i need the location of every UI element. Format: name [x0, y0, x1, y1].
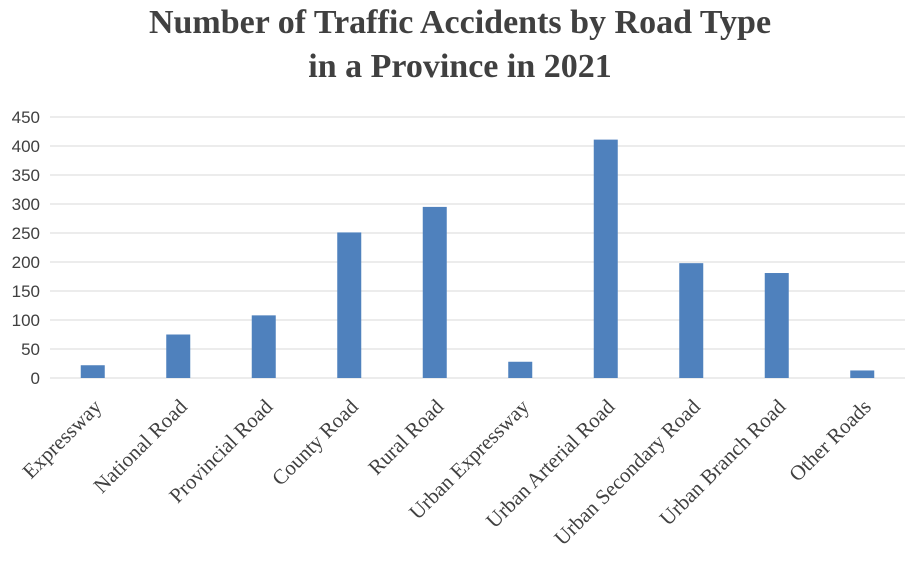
x-tick-label: Urban Secondary Road [549, 394, 705, 550]
bar [422, 206, 447, 378]
bar [593, 139, 618, 378]
y-tick-label: 350 [12, 166, 40, 185]
x-tick-label: Other Roads [784, 395, 876, 487]
bar [166, 334, 191, 378]
y-tick-label: 200 [12, 253, 40, 272]
y-tick-label: 400 [12, 137, 40, 156]
y-tick-label: 450 [12, 108, 40, 127]
bar [764, 273, 789, 378]
bar [508, 361, 533, 378]
y-axis-tick-labels: 0 50 100 150 200 250 300 350 400 450 [12, 108, 40, 388]
x-tick-label: Rural Road [363, 394, 448, 479]
y-tick-label: 50 [21, 340, 40, 359]
bar [251, 315, 276, 378]
bar [850, 370, 875, 378]
y-tick-label: 300 [12, 195, 40, 214]
x-tick-label: Expressway [18, 394, 107, 483]
y-tick-label: 0 [31, 369, 40, 388]
y-tick-label: 250 [12, 224, 40, 243]
y-tick-label: 100 [12, 311, 40, 330]
gridlines [50, 116, 905, 379]
chart-title-line-2: in a Province in 2021 [308, 48, 612, 85]
y-tick-label: 150 [12, 282, 40, 301]
chart-title-line-1: Number of Traffic Accidents by Road Type [149, 4, 771, 41]
x-tick-label: County Road [267, 394, 363, 490]
bar [679, 263, 704, 378]
bars [80, 139, 875, 378]
bar [337, 232, 362, 378]
bar [80, 365, 105, 378]
